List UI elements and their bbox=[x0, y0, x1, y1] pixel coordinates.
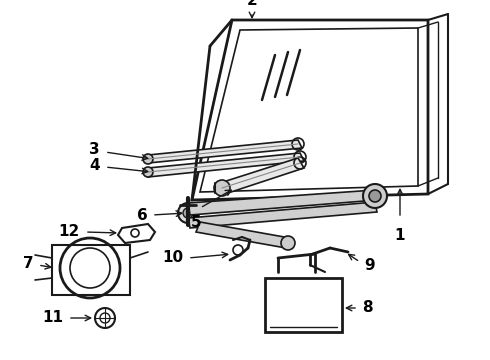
Text: 3: 3 bbox=[89, 143, 100, 158]
Circle shape bbox=[143, 154, 153, 164]
Circle shape bbox=[183, 208, 193, 218]
Circle shape bbox=[214, 180, 230, 196]
Text: 7: 7 bbox=[24, 256, 34, 270]
Polygon shape bbox=[220, 158, 304, 194]
Circle shape bbox=[131, 229, 139, 237]
Circle shape bbox=[143, 167, 153, 177]
Text: 11: 11 bbox=[42, 310, 63, 325]
Circle shape bbox=[369, 190, 381, 202]
Text: 2: 2 bbox=[246, 0, 257, 8]
Text: 5: 5 bbox=[191, 215, 201, 230]
Polygon shape bbox=[148, 153, 304, 177]
Circle shape bbox=[281, 236, 295, 250]
Text: 6: 6 bbox=[137, 207, 148, 222]
Polygon shape bbox=[188, 190, 377, 215]
Polygon shape bbox=[148, 140, 302, 163]
Text: 10: 10 bbox=[162, 251, 183, 266]
Polygon shape bbox=[188, 202, 377, 228]
Circle shape bbox=[363, 184, 387, 208]
Text: 8: 8 bbox=[362, 301, 372, 315]
Text: 1: 1 bbox=[395, 228, 405, 243]
Text: 9: 9 bbox=[364, 257, 375, 273]
Circle shape bbox=[178, 203, 198, 223]
Text: 12: 12 bbox=[59, 225, 80, 239]
Polygon shape bbox=[196, 222, 290, 248]
Text: 4: 4 bbox=[89, 158, 100, 172]
